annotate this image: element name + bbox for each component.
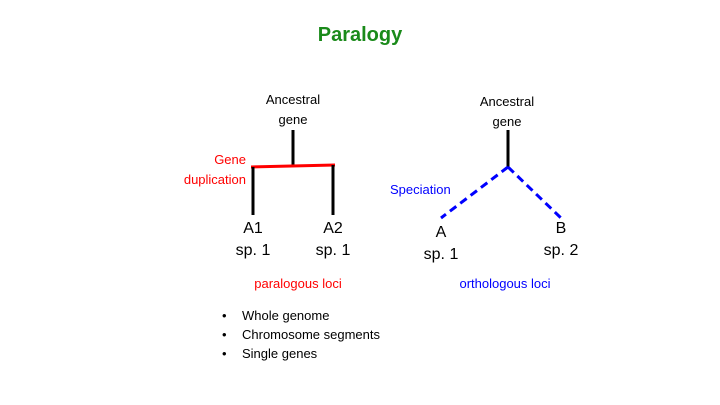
list-item-label: Chromosome segments — [242, 327, 380, 342]
list-item: • Chromosome segments — [222, 325, 380, 344]
paralogous-loci-caption: paralogous loci — [254, 276, 342, 291]
orthology-branch-b — [506, 165, 563, 220]
orthology-root-label: Ancestral gene — [457, 92, 557, 132]
bullet-icon: • — [222, 346, 227, 361]
gene-duplication-label-line2: duplication — [183, 172, 246, 187]
orthology-root-label-line1: Ancestral — [479, 94, 535, 109]
leaf-a: A sp. 1 — [411, 222, 471, 266]
leaf-a1-species: sp. 1 — [235, 242, 271, 259]
paralogy-root-label-line2: gene — [278, 112, 308, 127]
leaf-a-species: sp. 1 — [423, 246, 459, 263]
bullet-icon: • — [222, 308, 227, 323]
leaf-a2: A2 sp. 1 — [303, 218, 363, 262]
paralogy-duplication-bar — [250, 163, 336, 169]
gene-duplication-label-line1: Gene — [214, 152, 246, 167]
orthology-branch-a — [440, 165, 509, 220]
leaf-a2-name: A2 — [323, 220, 343, 237]
leaf-a1: A1 sp. 1 — [223, 218, 283, 262]
gene-duplication-label: Gene duplication — [172, 150, 246, 190]
bullet-icon: • — [222, 327, 227, 342]
speciation-label: Speciation — [390, 182, 451, 197]
leaf-a1-name: A1 — [243, 220, 263, 237]
orthologous-loci-caption: orthologous loci — [459, 276, 551, 291]
list-item-label: Single genes — [242, 346, 318, 361]
leaf-a-name: A — [435, 224, 447, 241]
paralogy-root-label-line1: Ancestral — [265, 92, 321, 107]
page-title: Paralogy — [317, 24, 403, 46]
list-item: • Single genes — [222, 344, 380, 363]
leaf-b-name: B — [555, 220, 567, 237]
leaf-b: B sp. 2 — [531, 218, 591, 262]
leaf-a2-species: sp. 1 — [315, 242, 351, 259]
duplication-scale-list: • Whole genome • Chromosome segments • Sing… — [222, 306, 380, 363]
list-item: • Whole genome — [222, 306, 380, 325]
paralogy-root-label: Ancestral gene — [243, 90, 343, 130]
leaf-b-species: sp. 2 — [543, 242, 579, 259]
list-item-label: Whole genome — [242, 308, 330, 323]
orthology-root-label-line2: gene — [492, 114, 522, 129]
